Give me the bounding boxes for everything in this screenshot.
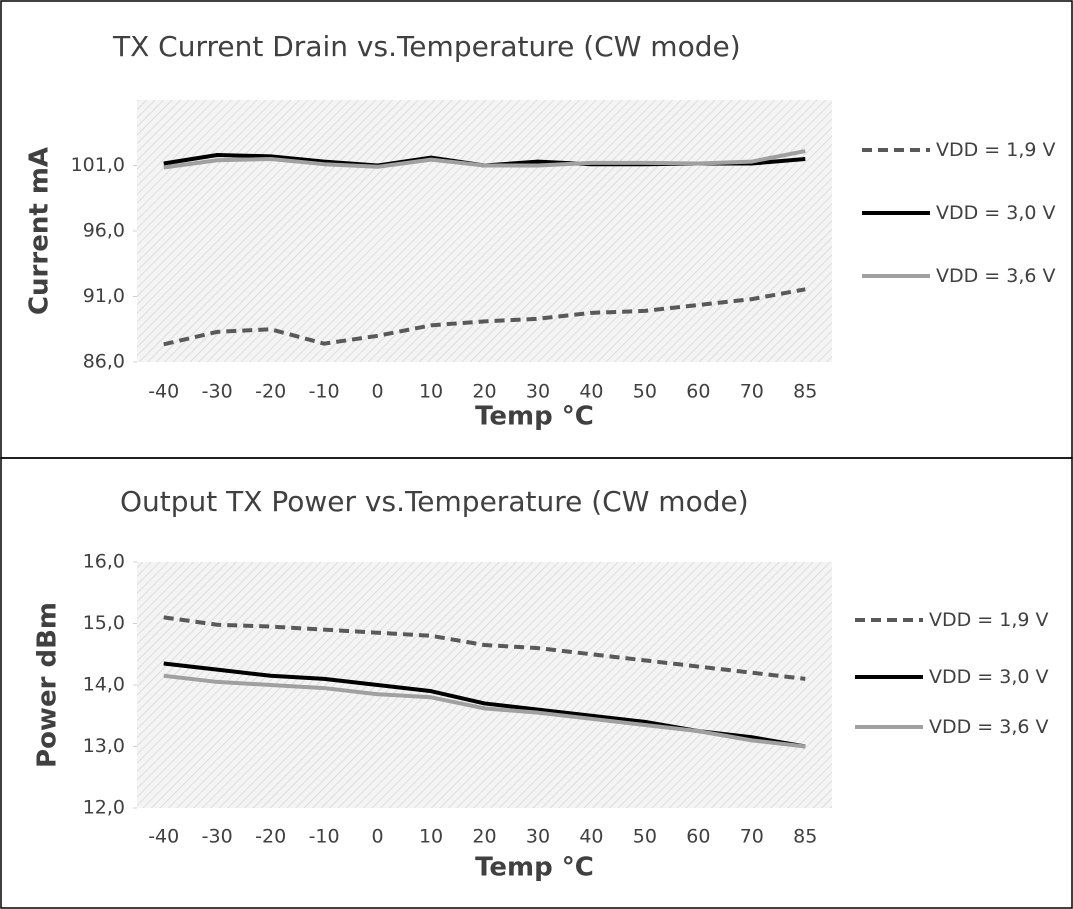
x-tick-label: -10 [309, 826, 340, 848]
x-tick-label: 30 [526, 826, 550, 848]
plot-area [137, 100, 832, 362]
chart-title: Output TX Power vs.Temperature (CW mode) [120, 485, 749, 518]
legend-label: VDD = 1,9 V [936, 139, 1056, 161]
chart-border [0, 457, 1073, 909]
x-tick-label: 60 [686, 381, 710, 403]
legend-label: VDD = 3,0 V [929, 666, 1049, 688]
legend-label: VDD = 3,6 V [936, 265, 1056, 287]
x-tick-label: 60 [686, 826, 710, 848]
x-tick-label: -40 [148, 826, 179, 848]
x-axis-title: Temp °C [475, 853, 594, 883]
y-tick-label: 91,0 [83, 285, 125, 307]
x-tick-label: 10 [419, 826, 443, 848]
legend-label: VDD = 3,6 V [929, 716, 1049, 738]
series-line [163, 149, 806, 170]
x-tick-label: 85 [793, 826, 817, 848]
x-tick-label: 30 [526, 381, 550, 403]
x-tick-label: -30 [202, 826, 233, 848]
legend-entry: VDD = 3,6 V [929, 716, 1049, 738]
legend-entry: VDD = 1,9 V [929, 609, 1049, 631]
legend-entry: VDD = 3,6 V [936, 265, 1056, 287]
x-tick-label: -30 [202, 381, 233, 403]
y-tick-label: 13,0 [83, 735, 125, 757]
y-tick-label: 101,0 [71, 154, 125, 176]
y-axis-title: Current mA [25, 147, 55, 315]
x-tick-label: 70 [740, 826, 764, 848]
x-tick-label: -20 [255, 381, 286, 403]
legend-label: VDD = 3,0 V [936, 202, 1056, 224]
y-tick-label: 86,0 [83, 351, 125, 373]
x-tick-label: -10 [309, 381, 340, 403]
x-tick-label: 85 [793, 381, 817, 403]
x-tick-label: 0 [372, 381, 384, 403]
x-tick-label: 70 [740, 381, 764, 403]
legend-entry: VDD = 1,9 V [936, 139, 1056, 161]
series-line [163, 287, 806, 347]
legend-entry: VDD = 3,0 V [936, 202, 1056, 224]
y-tick-label: 14,0 [83, 674, 125, 696]
x-tick-label: -20 [255, 826, 286, 848]
x-tick-label: 0 [372, 826, 384, 848]
y-tick-label: 16,0 [83, 551, 125, 573]
x-axis-title: Temp °C [475, 402, 594, 432]
x-tick-label: 50 [633, 381, 657, 403]
legend-label: VDD = 1,9 V [929, 609, 1049, 631]
y-tick-label: 96,0 [83, 220, 125, 242]
legend-entry: VDD = 3,0 V [929, 666, 1049, 688]
y-tick-label: 12,0 [83, 797, 125, 819]
series-line [163, 615, 806, 681]
series-line [163, 673, 806, 749]
x-tick-label: 20 [472, 381, 496, 403]
x-tick-label: 40 [579, 381, 603, 403]
x-tick-label: -40 [148, 381, 179, 403]
chart-title: TX Current Drain vs.Temperature (CW mode… [112, 30, 741, 63]
x-tick-label: 10 [419, 381, 443, 403]
y-tick-label: 15,0 [83, 612, 125, 634]
x-tick-label: 50 [633, 826, 657, 848]
y-axis-title: Power dBm [33, 602, 63, 768]
x-tick-label: 20 [472, 826, 496, 848]
x-tick-label: 40 [579, 826, 603, 848]
